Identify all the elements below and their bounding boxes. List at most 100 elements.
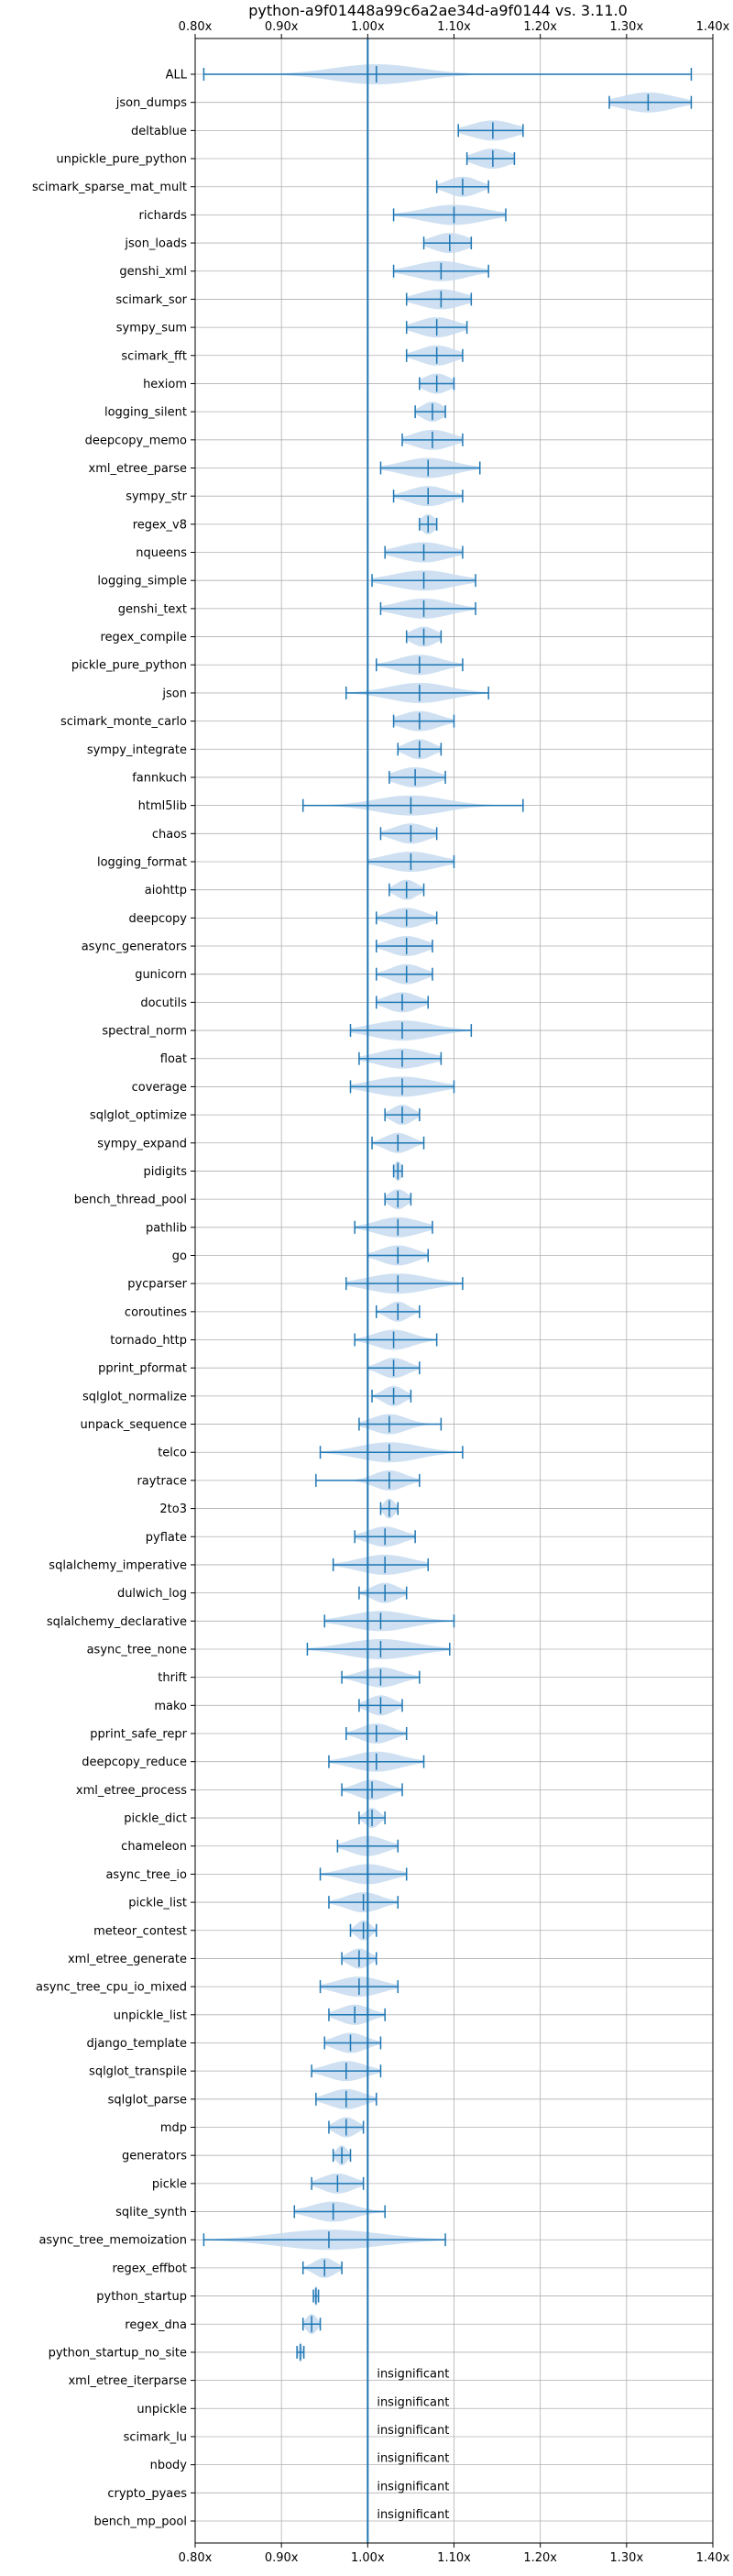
benchmark-label: sympy_sum	[116, 322, 187, 336]
benchmark-label: crypto_pyaes	[107, 2487, 187, 2501]
benchmark-label: sqlglot_optimize	[90, 1109, 187, 1123]
benchmark-label: sqlglot_transpile	[89, 2065, 187, 2079]
benchmark-label: sympy_expand	[97, 1137, 187, 1150]
benchmark-label: sqlalchemy_declarative	[47, 1615, 187, 1629]
benchmark-label: pprint_safe_repr	[90, 1728, 187, 1742]
benchmark-label: regex_dna	[125, 2318, 187, 2332]
x-tick-label-top: 1.10x	[437, 20, 471, 34]
benchmark-label: sqlglot_parse	[108, 2093, 187, 2107]
benchmark-label: dulwich_log	[117, 1587, 187, 1601]
benchmark-label: pidigits	[144, 1165, 188, 1179]
benchmark-label: 2to3	[159, 1503, 187, 1516]
benchmark-label: pathlib	[146, 1221, 187, 1235]
benchmark-label: async_tree_memoization	[38, 2234, 187, 2248]
chart-title: python-a9f01448a99c6a2ae34d-a9f0144 vs. …	[248, 2, 628, 19]
insignificant-label: insignificant	[377, 2424, 449, 2438]
benchmark-label: unpickle	[137, 2403, 187, 2416]
benchmark-label: pprint_pformat	[98, 1362, 187, 1376]
benchmark-label: sqlite_synth	[115, 2206, 187, 2219]
benchmark-label: raytrace	[137, 1474, 187, 1488]
benchmark-label: async_generators	[82, 941, 188, 954]
benchmark-label: pickle	[152, 2177, 187, 2191]
benchmark-label: nbody	[150, 2459, 188, 2472]
benchmark-label: bench_thread_pool	[74, 1194, 187, 1207]
benchmark-label: json_loads	[124, 237, 187, 251]
benchmark-label: django_template	[87, 2037, 187, 2051]
benchmark-label: docutils	[140, 996, 187, 1010]
x-tick-label-top: 1.40x	[696, 20, 730, 34]
benchmark-label: sympy_integrate	[87, 743, 187, 757]
benchmark-label: xml_etree_parse	[89, 462, 187, 476]
benchmark-label: deepcopy_reduce	[82, 1756, 187, 1769]
x-tick-label-top: 0.90x	[265, 20, 299, 34]
insignificant-label: insignificant	[377, 2480, 449, 2493]
benchmark-label: unpickle_pure_python	[56, 153, 187, 167]
benchmark-label: meteor_contest	[93, 1924, 187, 1938]
benchmark-label: scimark_fft	[121, 349, 187, 363]
benchmark-label: logging_silent	[104, 406, 187, 420]
benchmark-label: hexiom	[143, 378, 187, 391]
violin-layer: insignificant insignificant insignificant i…	[202, 39, 693, 2543]
x-tick-label-top: 1.00x	[351, 20, 385, 34]
x-tick-label-bottom: 1.00x	[351, 2551, 385, 2565]
benchmark-label: unpack_sequence	[80, 1418, 187, 1432]
benchmark-label: ALL	[166, 69, 188, 83]
benchmark-label: gunicorn	[135, 968, 187, 982]
benchmark-label: regex_compile	[100, 631, 187, 644]
benchmark-label: json	[161, 687, 187, 700]
benchmark-label: logging_format	[97, 855, 187, 869]
benchmark-label: chameleon	[121, 1840, 187, 1854]
plot-frame	[194, 38, 714, 2544]
benchmark-label: genshi_xml	[119, 265, 187, 279]
benchmark-label: float	[160, 1052, 187, 1066]
benchmark-label: mako	[154, 1700, 187, 1713]
benchmark-label: deepcopy_memo	[85, 434, 187, 447]
benchmark-label: html5lib	[138, 799, 187, 813]
benchmark-label: async_tree_cpu_io_mixed	[36, 1981, 187, 1995]
x-tick-label-bottom: 1.20x	[523, 2551, 557, 2565]
benchmark-label: regex_v8	[133, 518, 187, 532]
benchmark-label: xml_etree_process	[76, 1784, 187, 1798]
benchmark-label: fannkuch	[132, 771, 187, 785]
insignificant-label: insignificant	[377, 2452, 449, 2466]
x-tick-label-top: 1.30x	[610, 20, 644, 34]
insignificant-label: insignificant	[377, 2508, 449, 2522]
benchmark-label: json_dumps	[115, 96, 187, 110]
benchmark-label: xml_etree_iterparse	[68, 2374, 187, 2388]
x-tick-label-top: 1.20x	[523, 20, 557, 34]
benchmark-label: aiohttp	[145, 884, 187, 897]
x-tick-label-bottom: 1.40x	[696, 2551, 730, 2565]
benchmark-label: nqueens	[136, 546, 187, 560]
benchmark-label: sqlalchemy_imperative	[49, 1558, 187, 1572]
benchmark-label: scimark_monte_carlo	[60, 715, 187, 729]
benchmark-label: pyflate	[146, 1531, 187, 1545]
benchmark-label: coroutines	[125, 1305, 187, 1319]
grid-layer	[194, 39, 714, 2543]
benchmark-label: pickle_dict	[124, 1812, 187, 1826]
benchmark-label: coverage	[132, 1081, 187, 1095]
x-tick-label-bottom: 1.10x	[437, 2551, 471, 2565]
benchmark-label: genshi_text	[118, 602, 187, 616]
benchmark-label: pycparser	[127, 1278, 187, 1292]
benchmark-label: richards	[139, 209, 188, 223]
insignificant-label: insignificant	[377, 2368, 449, 2382]
benchmark-label: go	[172, 1249, 187, 1263]
benchmark-label: mdp	[160, 2121, 187, 2135]
benchmark-label: spectral_norm	[102, 1025, 187, 1039]
benchmark-label: sympy_str	[126, 490, 187, 504]
benchmark-label: sqlglot_normalize	[82, 1390, 187, 1404]
benchmark-label: bench_mp_pool	[93, 2515, 187, 2529]
benchmark-label: thrift	[158, 1671, 187, 1685]
benchmark-label: scimark_sor	[115, 293, 187, 307]
benchmark-label: logging_simple	[97, 575, 187, 589]
benchmark-label: deltablue	[131, 125, 187, 138]
benchmark-label: regex_effbot	[112, 2262, 187, 2275]
benchmark-label: scimark_lu	[124, 2430, 187, 2444]
benchmark-label: async_tree_io	[105, 1868, 187, 1882]
benchmark-label: unpickle_list	[114, 2009, 187, 2022]
insignificant-label: insignificant	[377, 2395, 449, 2409]
benchmark-label: python_startup	[96, 2290, 187, 2304]
x-tick-label-bottom: 1.30x	[610, 2551, 644, 2565]
benchmark-label: scimark_sparse_mat_mult	[32, 181, 187, 194]
benchmark-label: tornado_http	[110, 1334, 187, 1348]
